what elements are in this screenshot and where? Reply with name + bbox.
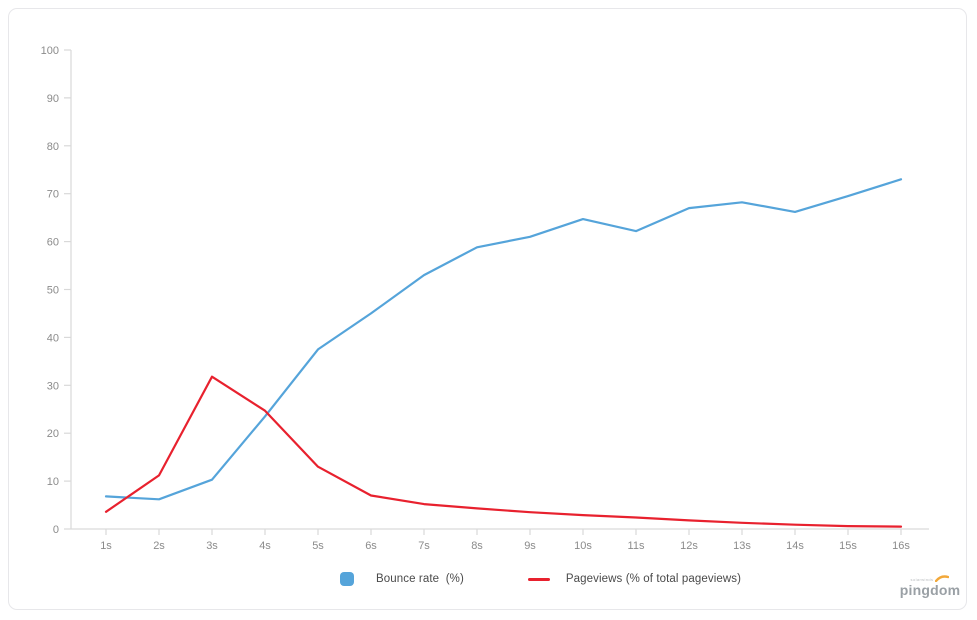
x-tick-label: 15s — [839, 540, 857, 552]
chart-svg: 0 10 20 30 40 50 60 70 80 90 100 1s 2s 3s 4s 5s 6s 7s 8s 9s… — [41, 45, 929, 552]
chart-legend: Bounce rate (%) Pageviews (% of total pa… — [340, 571, 741, 587]
pageviews-line — [104, 375, 903, 528]
y-tick-label: 20 — [47, 428, 59, 440]
y-tick-label: 50 — [47, 285, 59, 297]
x-tick-label: 6s — [365, 540, 377, 552]
x-tick-label: 16s — [892, 540, 910, 552]
swoosh-path — [935, 575, 950, 582]
x-tick-label: 2s — [153, 540, 165, 552]
x-tick-label: 3s — [206, 540, 218, 552]
x-tick-label: 7s — [418, 540, 430, 552]
y-tick-label: 0 — [53, 524, 59, 536]
pingdom-logo-text: pingdom — [899, 582, 961, 598]
x-tick-label: 14s — [786, 540, 804, 552]
pageviews-swatch-icon — [527, 577, 550, 581]
x-tick-label: 4s — [259, 540, 271, 552]
x-tick-label: 11s — [628, 540, 645, 552]
pingdom-logo: solarwinds pingdom — [898, 574, 962, 597]
legend-item-pageviews: Pageviews (% of total pageviews) — [527, 573, 742, 585]
x-tick-label: 8s — [471, 540, 483, 552]
chart-card: 0 10 20 30 40 50 60 70 80 90 100 1s 2s 3s 4s 5s 6s 7s 8s 9s… — [8, 8, 967, 610]
x-tick-label: 10s — [574, 540, 592, 552]
bounce-rate-legend-label: Bounce rate (%) — [376, 573, 464, 585]
x-tick-label: 12s — [680, 540, 698, 552]
y-tick-label: 70 — [47, 189, 59, 201]
x-tick-label: 5s — [312, 540, 324, 552]
y-tick-label: 40 — [47, 332, 59, 344]
bounce-rate-line — [104, 178, 903, 501]
x-tick-label: 13s — [733, 540, 751, 552]
y-tick-label: 90 — [47, 93, 59, 105]
x-tick-label: 9s — [524, 540, 536, 552]
y-tick-label: 10 — [47, 476, 59, 488]
x-tick-label: 1s — [100, 540, 112, 552]
pingdom-logo-top: solarwinds — [911, 574, 950, 582]
y-tick-label: 30 — [47, 380, 59, 392]
y-tick-label: 60 — [47, 237, 59, 249]
y-tick-label: 100 — [41, 45, 59, 57]
pageviews-legend-label: Pageviews (% of total pageviews) — [565, 573, 742, 585]
y-tick-label: 80 — [47, 141, 59, 153]
bounce-rate-swatch-icon — [340, 572, 354, 586]
pingdom-swoosh-icon — [935, 575, 950, 582]
legend-item-bounce-rate: Bounce rate (%) — [340, 572, 464, 586]
solarwinds-logo-text: solarwinds — [910, 577, 934, 582]
